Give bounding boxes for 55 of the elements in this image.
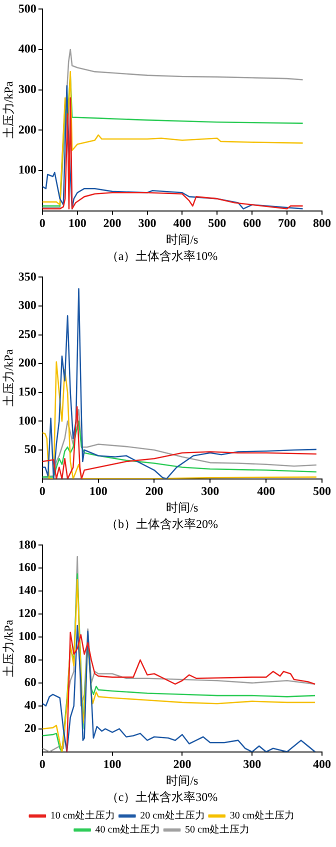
- text: （c）土体含水率30%: [106, 790, 218, 804]
- legend-label: 20 cm处土压力: [140, 810, 205, 822]
- y-tick-label: 100: [18, 162, 36, 177]
- x-tick-label: 100: [103, 757, 122, 772]
- x-tick-label: 400: [313, 757, 331, 772]
- y-tick-label: 50: [24, 442, 36, 456]
- y-tick-label: 40: [24, 698, 36, 712]
- legend-label: 10 cm处土压力: [50, 810, 116, 822]
- x-tick-label: 0: [39, 484, 46, 498]
- y-tick-label: 150: [18, 384, 36, 398]
- x-tick-label: 0: [39, 757, 46, 772]
- y-tick-label: 400: [18, 42, 36, 56]
- y-tick-label: 20: [24, 720, 36, 735]
- y-axis-title: 土压力/kPa: [1, 348, 16, 407]
- y-tick-label: 100: [18, 413, 36, 428]
- legend-label: 30 cm处土压力: [230, 810, 295, 822]
- y-axis-title: 土压力/kPa: [1, 619, 16, 678]
- x-tick-label: 400: [257, 484, 276, 498]
- x-tick-label: 700: [278, 216, 296, 230]
- y-tick-label: 160: [18, 560, 36, 574]
- y-tick-label: 500: [18, 1, 36, 16]
- y-tick-label: 180: [18, 537, 36, 552]
- y-tick-label: 300: [18, 82, 36, 96]
- y-tick-label: 120: [18, 606, 36, 620]
- legend-label: 40 cm处土压力: [95, 824, 160, 836]
- y-tick-label: 200: [18, 356, 36, 370]
- y-tick-label: 80: [24, 652, 36, 666]
- x-tick-label: 500: [208, 216, 226, 230]
- x-tick-label: 100: [68, 216, 86, 230]
- x-tick-label: 200: [103, 216, 122, 230]
- y-tick-label: 300: [18, 298, 36, 312]
- y-tick-label: 250: [18, 326, 36, 341]
- y-tick-label: 200: [18, 122, 36, 136]
- x-tick-label: 300: [201, 484, 220, 498]
- x-tick-label: 300: [138, 216, 156, 230]
- x-tick-label: 400: [173, 216, 192, 230]
- x-tick-label: 500: [313, 484, 331, 498]
- y-axis-title: 土压力/kPa: [1, 80, 16, 139]
- x-tick-label: 0: [39, 216, 46, 230]
- x-tick-label: 300: [243, 757, 262, 772]
- text: （b）土体含水率20%: [106, 516, 218, 531]
- x-tick-label: 200: [145, 484, 164, 498]
- x-axis-title: 时间/s: [166, 232, 199, 247]
- legend-label: 50 cm处土压力: [185, 824, 250, 836]
- x-tick-label: 200: [173, 757, 192, 772]
- x-tick-label: 100: [89, 484, 108, 498]
- x-tick-label: 800: [313, 216, 331, 230]
- y-tick-label: 100: [18, 629, 36, 644]
- text: （a）土体含水率10%: [106, 248, 218, 263]
- x-tick-label: 600: [243, 216, 262, 230]
- x-axis-title: 时间/s: [166, 774, 199, 788]
- x-axis-title: 时间/s: [166, 500, 199, 515]
- y-tick-label: 60: [24, 675, 36, 690]
- y-tick-label: 350: [18, 269, 36, 284]
- y-tick-label: 140: [18, 583, 36, 598]
